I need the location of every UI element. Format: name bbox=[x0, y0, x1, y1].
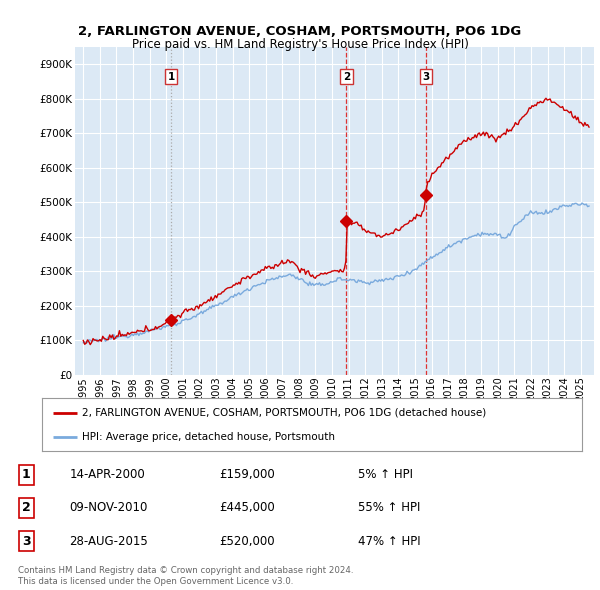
Text: 28-AUG-2015: 28-AUG-2015 bbox=[70, 535, 148, 548]
Text: Price paid vs. HM Land Registry's House Price Index (HPI): Price paid vs. HM Land Registry's House … bbox=[131, 38, 469, 51]
Text: 2: 2 bbox=[22, 502, 31, 514]
Text: £159,000: £159,000 bbox=[220, 468, 275, 481]
Text: 2: 2 bbox=[343, 71, 350, 81]
Text: 55% ↑ HPI: 55% ↑ HPI bbox=[358, 502, 420, 514]
Text: 1: 1 bbox=[22, 468, 31, 481]
Text: 14-APR-2000: 14-APR-2000 bbox=[70, 468, 145, 481]
Text: Contains HM Land Registry data © Crown copyright and database right 2024.: Contains HM Land Registry data © Crown c… bbox=[18, 566, 353, 575]
Text: £445,000: £445,000 bbox=[220, 502, 275, 514]
Text: 09-NOV-2010: 09-NOV-2010 bbox=[70, 502, 148, 514]
Text: 47% ↑ HPI: 47% ↑ HPI bbox=[358, 535, 420, 548]
Text: 5% ↑ HPI: 5% ↑ HPI bbox=[358, 468, 413, 481]
Text: 3: 3 bbox=[422, 71, 430, 81]
Text: 2, FARLINGTON AVENUE, COSHAM, PORTSMOUTH, PO6 1DG: 2, FARLINGTON AVENUE, COSHAM, PORTSMOUTH… bbox=[79, 25, 521, 38]
Text: £520,000: £520,000 bbox=[220, 535, 275, 548]
Text: 3: 3 bbox=[22, 535, 31, 548]
Text: 2, FARLINGTON AVENUE, COSHAM, PORTSMOUTH, PO6 1DG (detached house): 2, FARLINGTON AVENUE, COSHAM, PORTSMOUTH… bbox=[83, 408, 487, 418]
Text: This data is licensed under the Open Government Licence v3.0.: This data is licensed under the Open Gov… bbox=[18, 577, 293, 586]
Text: 1: 1 bbox=[167, 71, 175, 81]
Text: HPI: Average price, detached house, Portsmouth: HPI: Average price, detached house, Port… bbox=[83, 432, 335, 442]
